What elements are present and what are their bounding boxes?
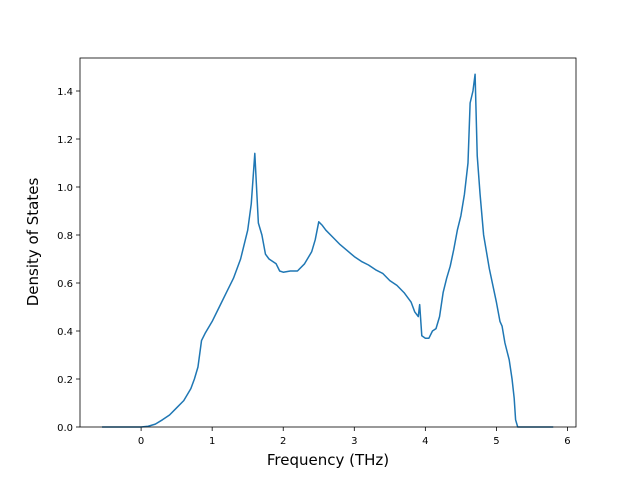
y-axis-label: Density of States [24, 178, 42, 307]
x-axis-label: Frequency (THz) [267, 451, 389, 469]
x-tick-label: 5 [493, 436, 499, 447]
y-tick-label: 1.4 [57, 87, 73, 98]
x-tick-label: 0 [138, 436, 144, 447]
x-tick-label: 3 [351, 436, 357, 447]
line-series [102, 73, 554, 428]
y-tick-label: 0.4 [57, 327, 73, 338]
y-tick-label: 1.2 [57, 135, 73, 146]
y-tick-label: 0.0 [57, 423, 73, 434]
y-tick-label: 0.8 [57, 231, 73, 242]
y-tick-label: 1.0 [57, 183, 73, 194]
y-tick-label: 0.6 [57, 279, 73, 290]
y-tick-label: 0.2 [57, 375, 73, 386]
x-tick-label: 1 [209, 436, 215, 447]
x-tick-label: 4 [422, 436, 428, 447]
plot-frame [79, 57, 577, 428]
x-tick-label: 2 [280, 436, 286, 447]
x-tick-label: 6 [564, 436, 570, 447]
